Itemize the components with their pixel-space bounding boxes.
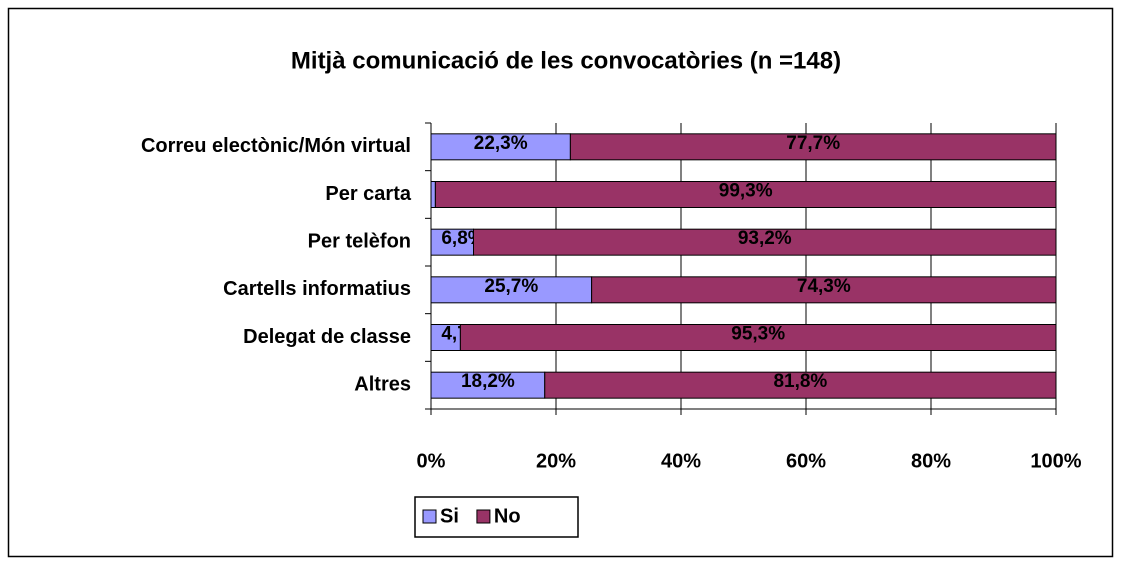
chart-title: Mitjà comunicació de les convocatòries (…: [291, 47, 841, 74]
y-tick-label: Altres: [354, 373, 411, 395]
data-label: 77,7%: [786, 133, 840, 154]
x-tick-label: 100%: [1030, 450, 1081, 472]
bar-segment: [430, 181, 436, 208]
bar-segment: [591, 276, 1057, 304]
legend-swatch: [476, 509, 491, 524]
y-tick-label: Per telèfon: [308, 230, 411, 252]
bar-segment: [434, 181, 1057, 208]
data-label: 22,3%: [474, 133, 528, 154]
y-tick-label: Per carta: [325, 183, 411, 205]
legend-box: [414, 496, 579, 538]
data-label: 25,7%: [484, 276, 538, 297]
legend-label: No: [494, 505, 521, 527]
bar-segment: [544, 371, 1057, 399]
bar-segment: [430, 228, 474, 256]
x-tick-label: 80%: [911, 450, 951, 472]
x-tick-label: 40%: [661, 450, 701, 472]
x-tick-label: 20%: [536, 450, 576, 472]
data-label: 95,3%: [731, 324, 785, 345]
bar-segment: [569, 133, 1057, 161]
data-label: 93,2%: [738, 228, 792, 249]
x-tick-label: 60%: [786, 450, 826, 472]
legend-swatch: [422, 509, 437, 524]
legend-label: Si: [440, 505, 459, 527]
bar-segment: [430, 324, 461, 351]
bar-segment: [430, 371, 546, 399]
bar-segment: [430, 276, 593, 304]
x-tick-label: 0%: [417, 450, 446, 472]
y-tick-label: Cartells informatius: [223, 278, 411, 300]
y-tick-label: Delegat de classe: [243, 326, 411, 348]
y-tick-label: Correu electònic/Món virtual: [141, 135, 411, 157]
data-label: 74,3%: [797, 276, 851, 297]
data-label: 81,8%: [773, 371, 827, 392]
bar-segment: [459, 324, 1057, 351]
data-label: 99,3%: [719, 181, 773, 202]
bar-segment: [473, 228, 1057, 256]
data-label: 18,2%: [461, 371, 515, 392]
